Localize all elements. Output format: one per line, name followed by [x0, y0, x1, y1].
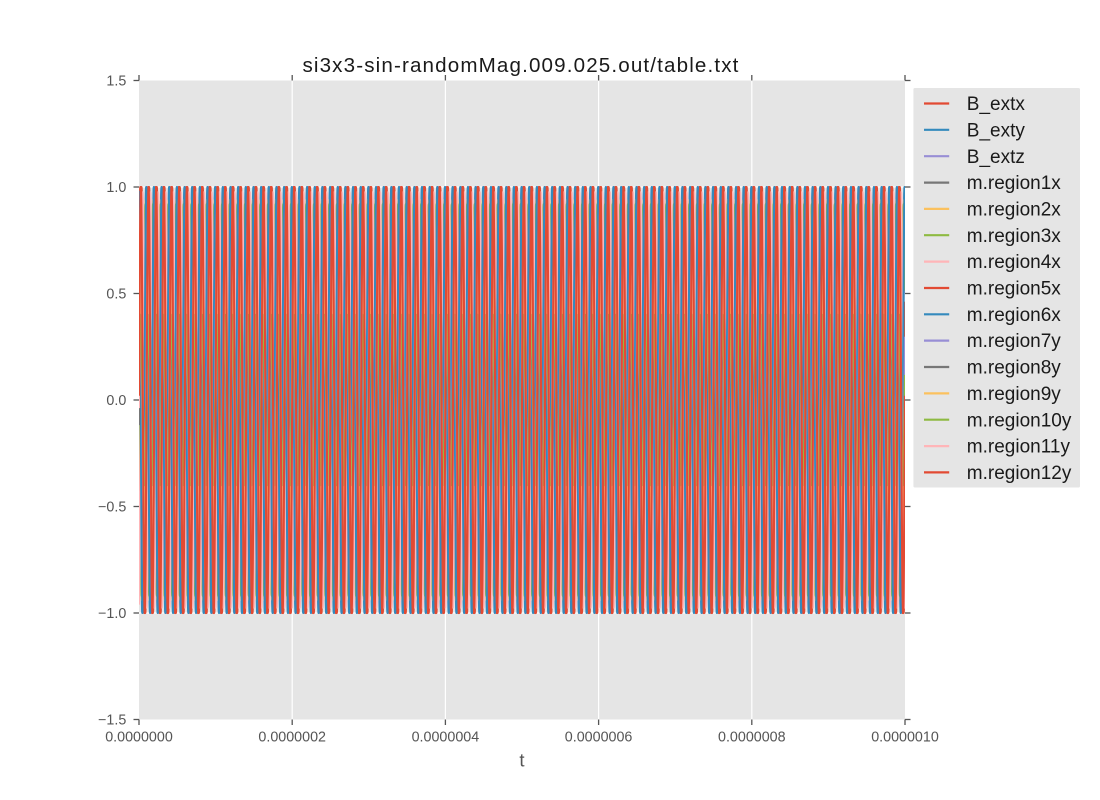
svg-text:−1.0: −1.0 [98, 606, 126, 622]
svg-text:0.0000002: 0.0000002 [258, 729, 326, 745]
svg-text:t: t [519, 749, 524, 770]
svg-text:m.region4x: m.region4x [967, 252, 1061, 273]
svg-text:0.0000010: 0.0000010 [871, 729, 939, 745]
svg-text:−0.5: −0.5 [98, 500, 126, 516]
svg-text:m.region10y: m.region10y [967, 410, 1072, 431]
svg-text:0.0000006: 0.0000006 [565, 729, 633, 745]
svg-text:0.0: 0.0 [106, 393, 126, 409]
svg-text:B_extz: B_extz [967, 147, 1025, 168]
svg-text:m.region5x: m.region5x [967, 279, 1061, 300]
svg-text:m.region8y: m.region8y [967, 358, 1061, 379]
svg-text:m.region11y: m.region11y [967, 437, 1071, 458]
svg-text:m.region6x: m.region6x [967, 305, 1061, 326]
svg-text:1.0: 1.0 [106, 180, 126, 196]
svg-text:0.5: 0.5 [106, 287, 126, 303]
svg-text:B_exty: B_exty [967, 120, 1026, 141]
svg-text:0.0000008: 0.0000008 [718, 729, 786, 745]
svg-text:m.region12y: m.region12y [967, 463, 1072, 484]
svg-text:m.region2x: m.region2x [967, 200, 1061, 221]
svg-text:m.region1x: m.region1x [967, 173, 1061, 194]
svg-text:m.region3x: m.region3x [967, 226, 1061, 247]
svg-text:−1.5: −1.5 [98, 713, 126, 729]
svg-text:si3x3-sin-randomMag.009.025.ou: si3x3-sin-randomMag.009.025.out/table.tx… [302, 54, 739, 77]
svg-text:0.0000000: 0.0000000 [105, 729, 173, 745]
svg-text:0.0000004: 0.0000004 [412, 729, 480, 745]
svg-text:1.5: 1.5 [106, 74, 126, 90]
svg-text:m.region7y: m.region7y [967, 331, 1061, 352]
svg-text:B_extx: B_extx [967, 94, 1026, 115]
svg-text:m.region9y: m.region9y [967, 384, 1061, 405]
